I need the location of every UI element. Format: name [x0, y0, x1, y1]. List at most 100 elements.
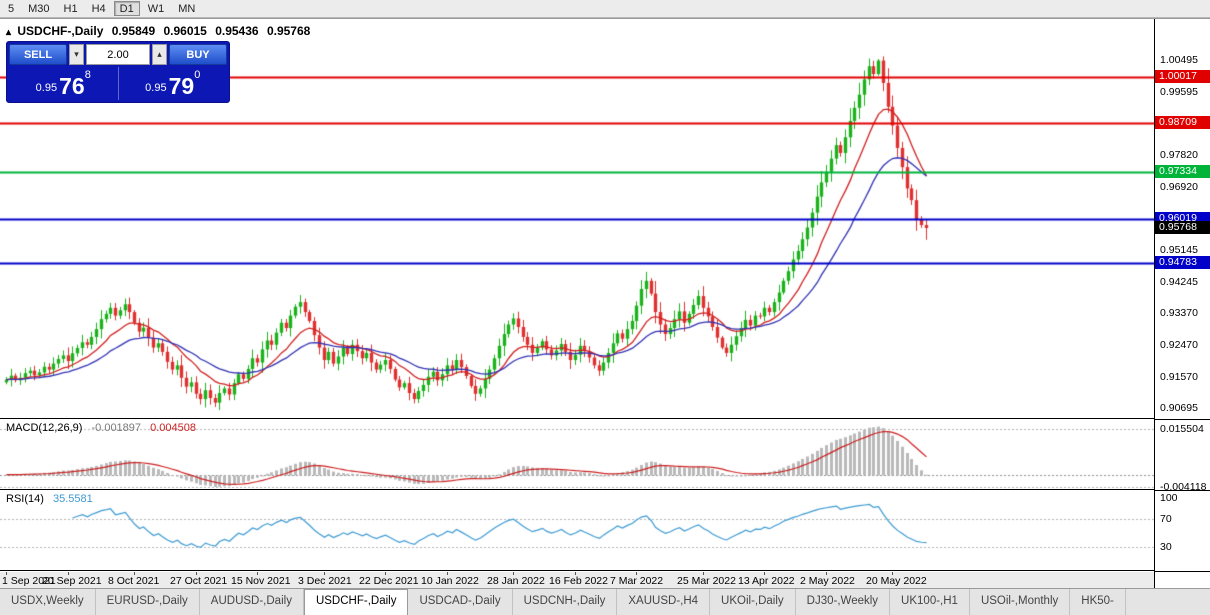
- volume-input[interactable]: [86, 44, 150, 65]
- time-axis-tick: [703, 572, 704, 575]
- one-click-toggle-icon[interactable]: ▴: [6, 27, 12, 38]
- macd-signal-value: 0.004508: [150, 422, 196, 434]
- rsi-value: 35.5581: [52, 493, 93, 505]
- buy-button[interactable]: BUY: [169, 44, 227, 65]
- chart-tab[interactable]: UK100-,H1: [890, 589, 970, 615]
- price-scale-tick: 100: [1160, 492, 1178, 504]
- time-axis-label: 8 Oct 2021: [108, 575, 160, 587]
- time-axis-label: 15 Nov 2021: [231, 575, 291, 587]
- chart-tab[interactable]: DJ30-,Weekly: [795, 589, 891, 615]
- time-axis-label: 16 Feb 2022: [549, 575, 608, 587]
- chart-tab[interactable]: HK50-: [1070, 589, 1126, 615]
- sell-price-sup: 8: [84, 69, 91, 81]
- price-scale-tick: 0.95145: [1160, 244, 1198, 256]
- time-axis-tick: [892, 572, 893, 575]
- buy-price-big: 79: [168, 73, 195, 99]
- time-axis-tick: [324, 572, 325, 575]
- time-axis-tick: [826, 572, 827, 575]
- time-axis-tick: [385, 572, 386, 575]
- time-axis-label: 3 Dec 2021: [298, 575, 352, 587]
- time-axis-tick: [636, 572, 637, 575]
- time-axis-label: 27 Oct 2021: [170, 575, 228, 587]
- panel-separator: [1155, 490, 1210, 491]
- buy-price[interactable]: 0.95 79 0: [119, 67, 228, 100]
- time-axis-tick: [134, 572, 135, 575]
- main-chart-panel: ▴ USDCHF-,Daily 0.95849 0.96015 0.95436 …: [0, 19, 1154, 419]
- timeframe-button-h4[interactable]: H4: [91, 3, 106, 15]
- chart-tab[interactable]: USDCHF-,Daily: [303, 589, 409, 615]
- volume-decrease-button[interactable]: ▾: [69, 44, 84, 65]
- price-scale-tick: 0.97820: [1160, 149, 1198, 161]
- chart-tab[interactable]: USOil-,Monthly: [969, 589, 1071, 615]
- timeframe-toolbar: 5 M30 H1 H4 D1 W1 MN: [0, 0, 1210, 18]
- chart-tabs-bar: USDX,Weekly EURUSD-,Daily AUDUSD-,Daily USD…: [0, 588, 1210, 615]
- time-axis-tick: [513, 572, 514, 575]
- sell-price-small: 0.95: [35, 82, 58, 94]
- rsi-label: RSI(14): [6, 493, 44, 505]
- timeframe-button-m30[interactable]: M30: [28, 3, 50, 15]
- price-scale-tag: 1.00017: [1155, 70, 1210, 83]
- price-scale-tick: 0.92470: [1160, 339, 1198, 351]
- symbol-title: USDCHF-,Daily: [17, 24, 104, 38]
- chart-title: ▴ USDCHF-,Daily 0.95849 0.96015 0.95436 …: [6, 24, 310, 38]
- macd-title: MACD(12,26,9) -0.001897 0.004508: [6, 422, 196, 434]
- timeframe-button-d1[interactable]: D1: [113, 1, 140, 16]
- price-scale-tick: 0.90695: [1160, 402, 1198, 414]
- timeframe-button-5[interactable]: 5: [8, 3, 15, 15]
- price-scale-tag: 0.97334: [1155, 165, 1210, 178]
- chart-tab[interactable]: UKOil-,Daily: [710, 589, 796, 615]
- price-scale-tick: 0.96920: [1160, 181, 1198, 193]
- time-axis-label: 20 Sep 2021: [42, 575, 102, 587]
- time-axis-tick: [575, 572, 576, 575]
- price-scale-tick: 0.94245: [1160, 276, 1198, 288]
- time-axis-tick: [257, 572, 258, 575]
- sell-button[interactable]: SELL: [9, 44, 67, 65]
- time-axis-label: 25 Mar 2022: [677, 575, 736, 587]
- buy-price-sup: 0: [194, 69, 201, 81]
- timeframe-button-h1[interactable]: H1: [63, 3, 78, 15]
- chart-area: ▴ USDCHF-,Daily 0.95849 0.96015 0.95436 …: [0, 18, 1210, 589]
- time-axis-label: 2 May 2022: [800, 575, 855, 587]
- price-scale-tick: 70: [1160, 513, 1172, 525]
- price-scale-tick: 0.99595: [1160, 86, 1198, 98]
- price-scale-tick: 0.93370: [1160, 307, 1198, 319]
- price-scale-tick: 0.91570: [1160, 371, 1198, 383]
- time-axis-label: 28 Jan 2022: [487, 575, 545, 587]
- price-scale-tick: 0.015504: [1160, 423, 1204, 435]
- volume-increase-button[interactable]: ▴: [152, 44, 167, 65]
- sell-price[interactable]: 0.95 76 8: [9, 67, 119, 100]
- ohlc-open: 0.95849: [111, 24, 156, 38]
- panel-separator: [1155, 419, 1210, 420]
- price-scale-tick: 1.00495: [1160, 54, 1198, 66]
- chart-tab[interactable]: XAUUSD-,H4: [617, 589, 711, 615]
- time-axis-label: 13 Apr 2022: [738, 575, 795, 587]
- timeframe-button-mn[interactable]: MN: [178, 3, 196, 15]
- chart-tab[interactable]: EURUSD-,Daily: [95, 589, 200, 615]
- ohlc-close: 0.95768: [266, 24, 311, 38]
- time-axis-label: 22 Dec 2021: [359, 575, 419, 587]
- macd-canvas[interactable]: [0, 420, 1154, 489]
- time-axis-label: 10 Jan 2022: [421, 575, 479, 587]
- timeframe-button-w1[interactable]: W1: [147, 3, 165, 15]
- time-axis-tick: [68, 572, 69, 575]
- time-axis-tick: [6, 572, 7, 575]
- price-scale-tag: 0.98709: [1155, 116, 1210, 129]
- rsi-canvas[interactable]: [0, 491, 1154, 570]
- macd-main-value: -0.001897: [91, 422, 142, 434]
- chart-tab[interactable]: USDCAD-,Daily: [408, 589, 513, 615]
- time-axis-tick: [447, 572, 448, 575]
- time-axis[interactable]: 1 Sep 2021 20 Sep 2021 8 Oct 2021 27 Oct 20…: [0, 572, 1154, 589]
- plot-column: ▴ USDCHF-,Daily 0.95849 0.96015 0.95436 …: [0, 19, 1154, 589]
- price-scale-tick: 30: [1160, 541, 1172, 553]
- macd-label: MACD(12,26,9): [6, 422, 83, 434]
- price-scale-tag: 0.94783: [1155, 256, 1210, 269]
- ohlc-high: 0.96015: [163, 24, 207, 38]
- time-axis-tick: [764, 572, 765, 575]
- rsi-title: RSI(14) 35.5581: [6, 493, 93, 505]
- chart-tab[interactable]: AUDUSD-,Daily: [199, 589, 304, 615]
- chart-tab[interactable]: USDX,Weekly: [0, 589, 96, 615]
- price-scale[interactable]: 1.00495 0.99595 0.97820 0.96920 0.95145 0.942…: [1154, 19, 1210, 589]
- chart-tab[interactable]: USDCNH-,Daily: [512, 589, 618, 615]
- sell-price-big: 76: [59, 73, 85, 99]
